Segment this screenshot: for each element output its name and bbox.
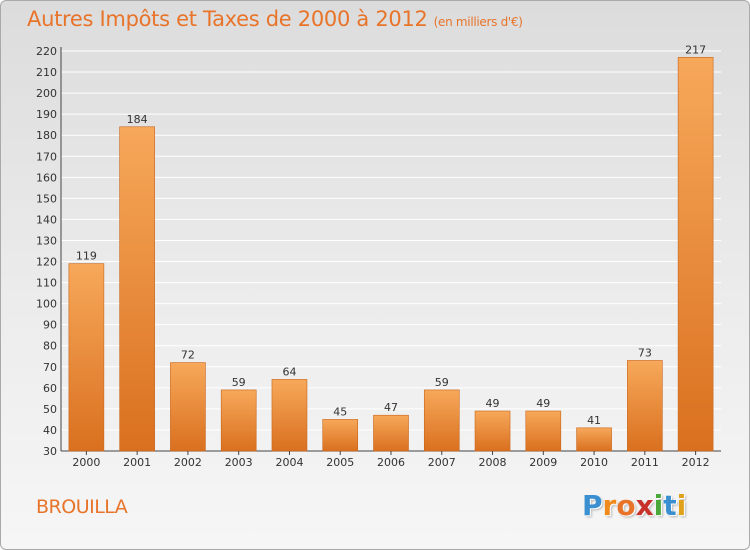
data-label: 72 [181,349,195,362]
x-tick-label: 2009 [529,456,557,469]
y-tick-label: 150 [36,192,57,205]
x-tick-label: 2007 [428,456,456,469]
x-tick-label: 2010 [580,456,608,469]
bar [525,410,562,452]
bar [627,360,663,452]
data-label: 217 [685,43,706,56]
y-tick-label: 80 [43,340,57,353]
chart-title-text: Autres Impôts et Taxes de 2000 à 2012 [27,7,428,31]
y-tick-label: 100 [36,298,57,311]
x-tick-label: 2004 [275,456,303,469]
x-tick-label: 2011 [631,456,659,469]
x-tick-label: 2003 [225,456,253,469]
data-label: 73 [638,346,652,359]
x-tick-label: 2012 [682,456,710,469]
logo-letter: t [663,489,677,522]
logo-letter: x [635,489,654,522]
data-label: 45 [333,405,347,418]
data-label: 41 [587,414,601,427]
bar [474,410,511,452]
y-tick-label: 60 [43,382,57,395]
y-tick-label: 170 [36,150,57,163]
y-tick-label: 140 [36,213,57,226]
y-tick-label: 200 [36,87,57,100]
x-tick-label: 2002 [174,456,202,469]
logo-letter: o [616,489,636,522]
chart-unit-label: (en milliers d'€) [433,15,523,29]
y-tick-label: 90 [43,319,57,332]
y-tick-label: 210 [36,66,57,79]
x-tick-label: 2000 [72,456,100,469]
y-tick-label: 110 [36,277,57,290]
commune-name: BROUILLA [36,496,128,518]
data-label: 49 [486,397,500,410]
bar [271,379,308,452]
y-tick-label: 120 [36,256,57,269]
y-tick-label: 160 [36,171,57,184]
y-tick-label: 130 [36,234,57,247]
y-tick-label: 190 [36,108,57,121]
bar [423,389,460,452]
data-label: 59 [232,376,246,389]
bar [373,414,409,452]
bar [119,126,155,452]
logo-letter: P [582,489,603,522]
bar [220,389,257,452]
data-label: 64 [282,365,296,378]
chart-title: Autres Impôts et Taxes de 2000 à 2012 (en… [27,7,523,31]
bar [322,419,359,452]
y-tick-label: 30 [43,445,57,458]
logo-letter: i [653,489,664,522]
x-tick-label: 2005 [326,456,354,469]
proxiti-logo: Proxiti [582,489,686,522]
bar [170,362,206,452]
y-tick-label: 220 [36,45,57,58]
data-label: 59 [435,376,449,389]
data-label: 47 [384,401,398,414]
y-tick-label: 40 [43,424,57,437]
y-tick-label: 70 [43,361,57,374]
x-tick-label: 2008 [479,456,507,469]
data-label: 49 [536,397,550,410]
data-label: 184 [127,113,148,126]
logo-letter: i [676,489,687,522]
bar [68,263,105,452]
y-tick-label: 180 [36,129,57,142]
y-tick-label: 50 [43,403,57,416]
logo-letter: r [602,489,617,522]
x-tick-label: 2006 [377,456,405,469]
bar [576,427,612,452]
bar [677,57,714,452]
data-label: 119 [76,250,97,263]
x-tick-label: 2001 [123,456,151,469]
